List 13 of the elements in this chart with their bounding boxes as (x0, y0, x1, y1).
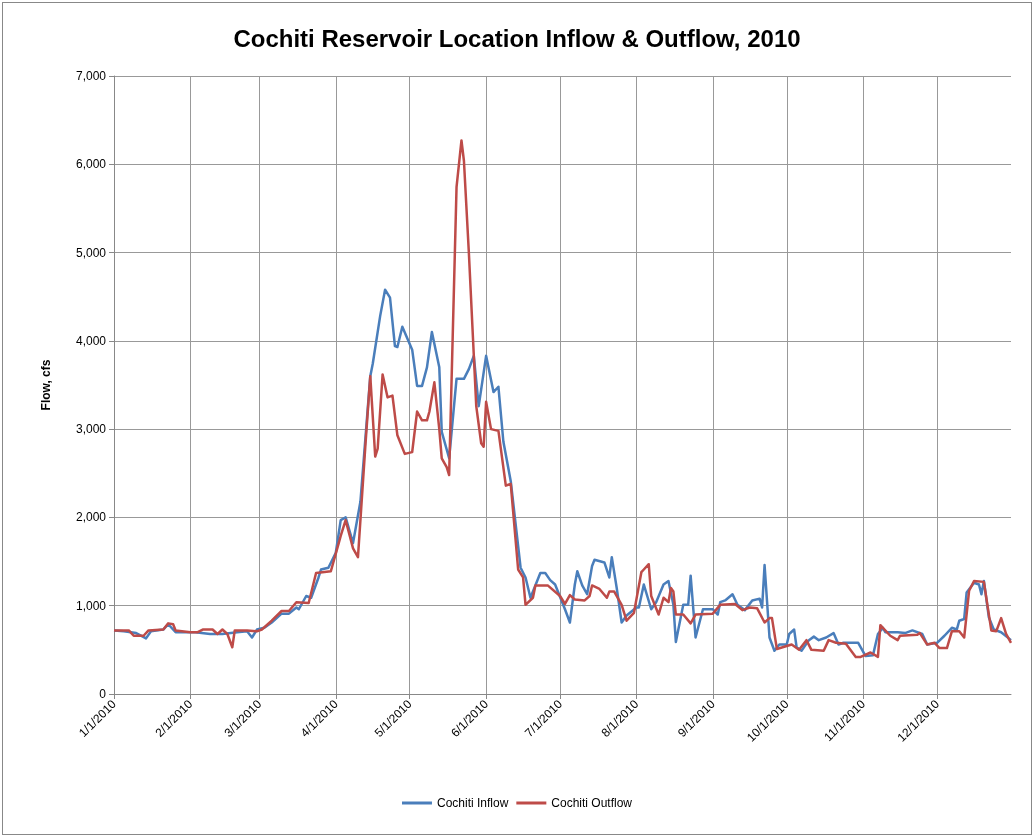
y-tick-label: 2,000 (75, 510, 107, 525)
y-tick-label: 7,000 (75, 69, 107, 83)
y-axis-title: Flow, cfs (39, 359, 53, 411)
y-tick-label: 3,000 (75, 422, 107, 437)
y-tick-label: 4,000 (75, 333, 107, 348)
y-tick-label: 6,000 (75, 157, 107, 172)
legend-label: Cochiti Outflow (551, 796, 633, 810)
y-tick-label: 1,000 (75, 598, 107, 613)
legend-label: Cochiti Inflow (436, 796, 509, 810)
y-tick-label: 5,000 (75, 245, 107, 260)
chart-title: Cochiti Reservoir Location Inflow & Outflow, 2010 (233, 24, 801, 52)
y-tick-label: 0 (99, 687, 107, 701)
line-series (112, 139, 1013, 659)
